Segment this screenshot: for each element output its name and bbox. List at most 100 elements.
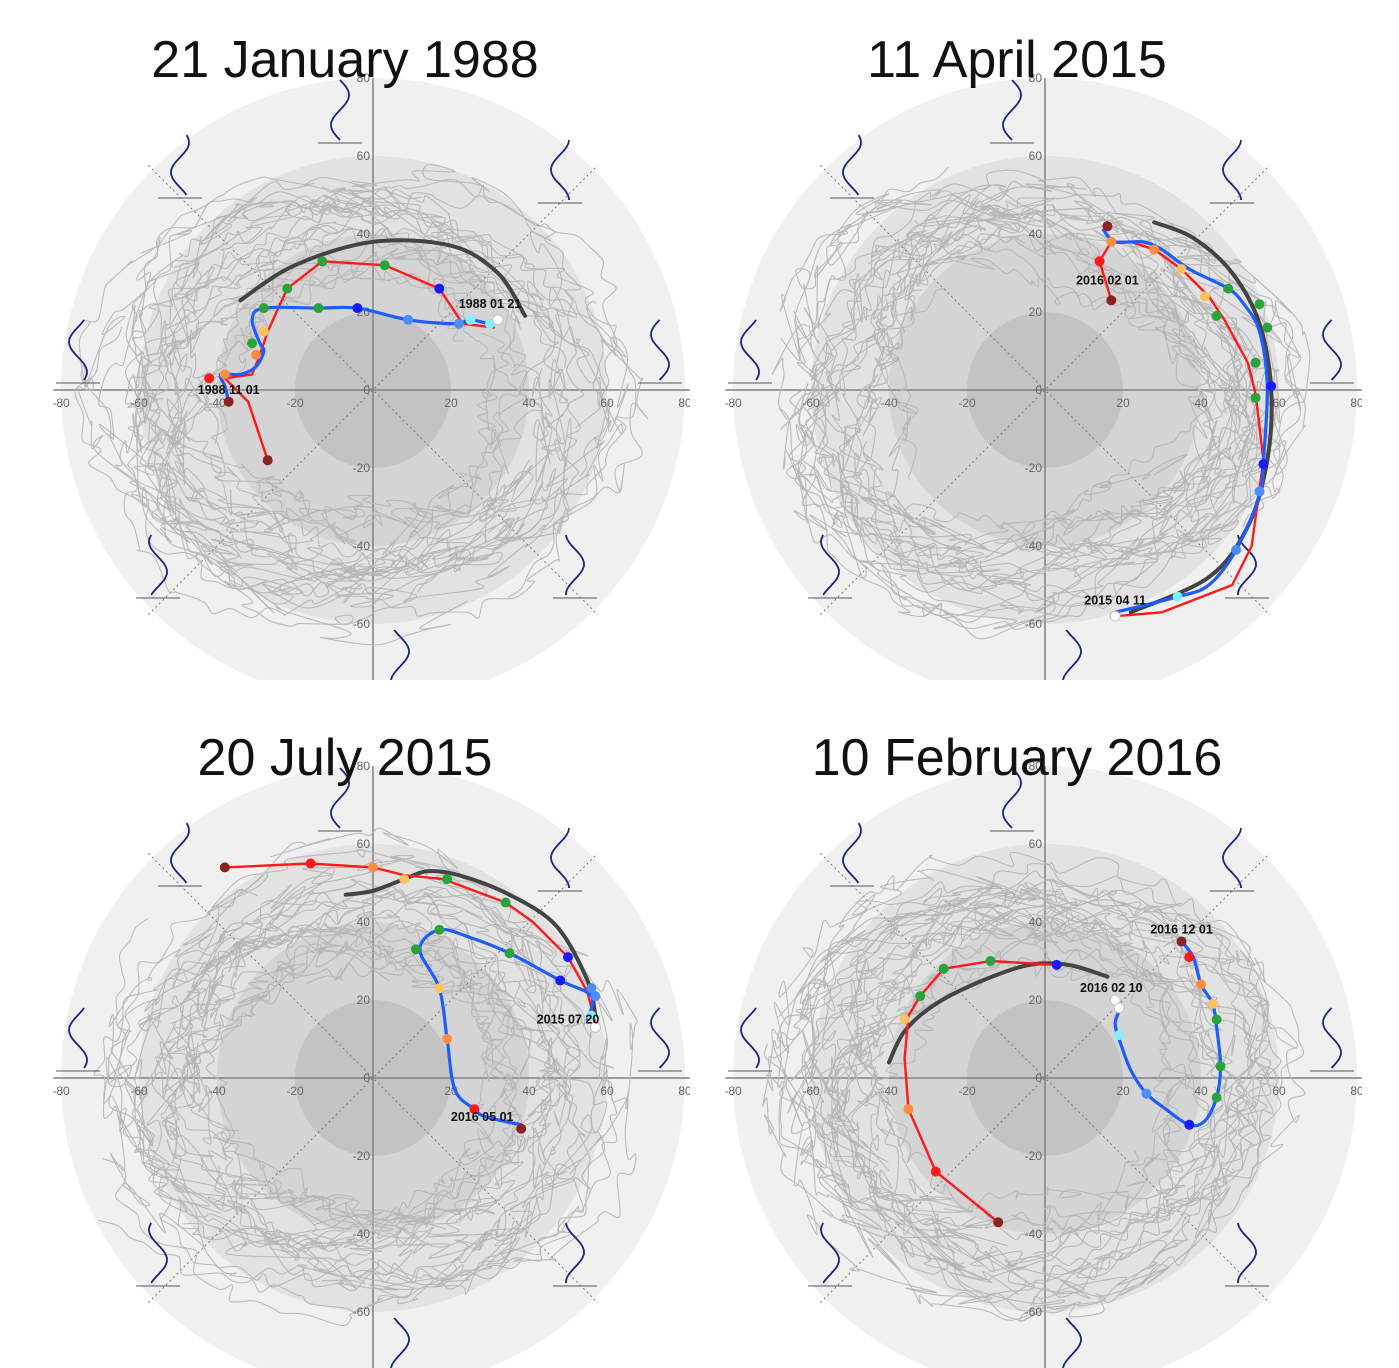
phase-wave-icon (148, 534, 168, 596)
phase-wave-icon (330, 79, 350, 141)
day-marker (1106, 236, 1117, 247)
ensemble-trace (780, 169, 1281, 574)
day-marker (1250, 357, 1261, 368)
day-marker (1141, 1088, 1152, 1099)
phase-wave-icon (820, 1222, 840, 1284)
x-tick-label: 40 (1194, 396, 1208, 410)
ensemble-trace (803, 912, 1204, 1271)
phase-wave-icon (820, 534, 840, 596)
day-marker (1102, 221, 1113, 232)
ensemble-trace (798, 183, 1302, 623)
day-marker (1250, 392, 1261, 403)
x-tick-label: 20 (1116, 396, 1130, 410)
y-tick-label: 20 (1029, 305, 1043, 319)
ensemble-trace (791, 851, 1297, 1305)
day-marker (453, 318, 464, 329)
ensemble-trace (108, 887, 560, 1290)
y-tick-label: 80 (1029, 759, 1043, 773)
ensemble-trace (187, 931, 552, 1236)
y-tick-label: -20 (353, 461, 371, 475)
day-marker (590, 991, 601, 1002)
phase-divider (820, 853, 1270, 1303)
y-tick-label: 80 (357, 759, 371, 773)
day-marker (247, 338, 258, 349)
observed-track (903, 959, 1058, 1224)
x-tick-label: -60 (802, 396, 820, 410)
x-tick-label: -20 (958, 1084, 976, 1098)
ensemble-trace (793, 193, 1311, 630)
ensemble-trace (119, 889, 613, 1313)
day-marker (1094, 256, 1105, 267)
day-marker (1231, 544, 1242, 555)
ensemble-trace (799, 207, 1221, 550)
x-tick-label: 20 (444, 396, 458, 410)
ensemble-trace (786, 200, 1288, 593)
day-marker (403, 314, 414, 325)
phase-divider (148, 165, 598, 615)
x-tick-label: -20 (286, 396, 304, 410)
x-tick-label: 80 (1350, 396, 1362, 410)
ensemble-trace (841, 224, 1242, 580)
phase-divider (148, 853, 598, 1303)
date-annotation: 2016 12 01 (1150, 923, 1213, 937)
phase-wave-icon (1062, 629, 1082, 680)
day-marker (500, 897, 511, 908)
day-marker (434, 924, 445, 935)
ensemble-trace (166, 246, 512, 546)
y-tick-label: -60 (1025, 1305, 1043, 1319)
phase-wave-icon (390, 629, 410, 680)
date-annotation: 2016 02 10 (1080, 981, 1143, 995)
day-marker (465, 314, 476, 325)
day-marker (993, 1217, 1004, 1228)
day-marker (1051, 959, 1062, 970)
x-tick-label: -20 (286, 1084, 304, 1098)
phase-wave-icon (1322, 1007, 1342, 1069)
day-marker (442, 1034, 453, 1044)
ensemble-trace (166, 892, 555, 1261)
mean-track (887, 961, 1110, 1065)
mean-track (1128, 220, 1274, 615)
day-marker (938, 963, 949, 974)
phase-diagram-plot: -80-60-40-2020406080-80-60-40-2002040608… (724, 71, 1362, 680)
ensemble-trace (98, 827, 637, 1284)
day-marker (469, 1104, 480, 1115)
ensemble-trace (823, 922, 1184, 1248)
ensemble-trace (93, 886, 552, 1298)
phase-diagram-plot: -80-60-40-2020406080-80-60-40-2002040608… (52, 759, 690, 1368)
day-marker (1211, 1092, 1222, 1103)
ensemble-trace (779, 199, 1301, 640)
date-annotation: 2015 07 20 (537, 1012, 600, 1026)
y-tick-label: 60 (1029, 149, 1043, 163)
x-tick-label: 80 (678, 1084, 690, 1098)
phase-wave-icon (842, 134, 862, 196)
y-tick-label: 0 (363, 383, 370, 397)
ensemble-trace (102, 855, 606, 1277)
day-marker (1149, 244, 1160, 255)
phase-diagram-panel-2: 11 April 2015 -80-60-40-2020406080-80-60… (672, 0, 1362, 680)
phase-wave-icon (1222, 139, 1242, 201)
x-tick-label: -40 (208, 396, 226, 410)
ensemble-trace (848, 948, 1188, 1242)
phase-divider (820, 165, 1270, 615)
ensemble-trace (136, 200, 610, 609)
day-marker (434, 983, 445, 994)
phase-wave-icon (565, 1222, 585, 1283)
y-tick-label: -40 (353, 1227, 371, 1241)
y-tick-label: 40 (1029, 227, 1043, 241)
mean-track (238, 238, 528, 318)
ensemble-trace (110, 899, 638, 1327)
phase-wave-icon (1237, 534, 1257, 595)
phase-wave-icon (565, 534, 585, 595)
phase-wave-icon (650, 319, 670, 381)
y-tick-label: 20 (357, 993, 371, 1007)
x-tick-label: -40 (208, 1084, 226, 1098)
day-marker (1106, 295, 1117, 306)
y-tick-label: 0 (1035, 1071, 1042, 1085)
phase-diagram-panel-3: 20 July 2015 -80-60-40-2020406080-80-60-… (0, 688, 690, 1368)
phase-wave-icon (390, 1317, 410, 1368)
day-marker (1223, 283, 1234, 294)
x-tick-label: 80 (678, 396, 690, 410)
ensemble-trace (159, 199, 609, 595)
x-tick-label: 20 (1116, 1084, 1130, 1098)
x-tick-label: -80 (52, 396, 70, 410)
